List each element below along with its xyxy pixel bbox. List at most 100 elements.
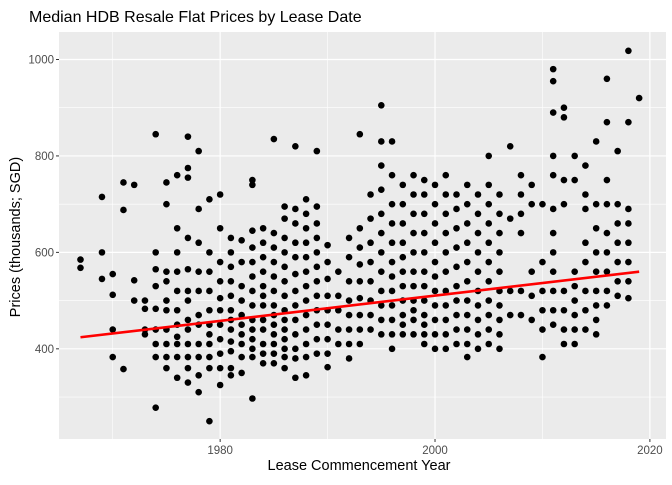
data-point (173, 268, 181, 275)
data-point (345, 278, 353, 285)
data-point (378, 138, 385, 145)
data-point (195, 388, 202, 396)
data-point (270, 359, 278, 367)
data-point (130, 181, 138, 189)
data-point (474, 210, 482, 218)
data-point (345, 297, 353, 304)
data-point (442, 191, 450, 198)
data-point (539, 326, 546, 333)
data-point (603, 268, 611, 275)
y-tick-label: 800 (35, 151, 54, 163)
data-point (367, 239, 374, 247)
data-point (388, 345, 396, 353)
data-point (614, 200, 621, 208)
data-point (549, 287, 557, 295)
data-point (206, 417, 213, 425)
data-point (592, 200, 600, 208)
data-point (281, 292, 288, 300)
data-point (356, 224, 364, 232)
data-point (517, 287, 525, 295)
data-point (442, 287, 450, 295)
data-point (335, 326, 342, 333)
data-point (539, 200, 546, 208)
data-point (474, 331, 482, 338)
data-point (582, 239, 589, 247)
data-point (474, 302, 482, 309)
data-point (281, 316, 288, 324)
data-point (549, 268, 557, 275)
data-point (335, 340, 342, 348)
data-point (141, 297, 149, 304)
data-point (388, 239, 396, 247)
data-point (238, 321, 245, 329)
data-point (496, 316, 503, 324)
data-point (238, 258, 245, 266)
data-point (302, 340, 310, 348)
data-point (549, 306, 557, 314)
data-point (281, 234, 288, 242)
data-point (163, 179, 170, 186)
data-point (249, 326, 256, 333)
data-point (281, 364, 288, 372)
data-point (227, 338, 235, 345)
data-point (345, 234, 353, 242)
data-point (259, 350, 267, 357)
data-point (292, 253, 299, 261)
data-point (474, 316, 482, 324)
data-point (485, 311, 493, 319)
data-point (410, 306, 417, 314)
data-point (592, 331, 600, 338)
data-point (184, 316, 192, 324)
data-point (378, 186, 385, 193)
data-point (528, 316, 536, 324)
data-point (324, 321, 331, 329)
data-point (517, 171, 525, 179)
data-point (431, 200, 439, 208)
data-point (281, 345, 288, 353)
data-point (420, 282, 428, 290)
data-point (238, 237, 245, 244)
data-point (270, 229, 278, 237)
data-point (152, 130, 159, 138)
data-point (463, 258, 471, 266)
data-point (378, 101, 385, 109)
data-point (356, 294, 364, 302)
data-point (603, 75, 611, 83)
data-point (442, 316, 450, 324)
data-point (560, 326, 568, 333)
chart-title: Median HDB Resale Flat Prices by Lease D… (29, 9, 362, 26)
data-point (152, 305, 159, 313)
data-point (292, 374, 299, 382)
data-point (163, 306, 170, 314)
data-point (270, 287, 278, 295)
data-point (206, 364, 213, 372)
data-point (431, 316, 439, 324)
data-point (560, 200, 568, 208)
data-point (410, 229, 417, 237)
data-point (313, 147, 321, 155)
data-point (281, 249, 288, 256)
data-point (184, 340, 192, 348)
data-point (270, 244, 278, 251)
data-point (485, 258, 493, 266)
data-point (249, 395, 256, 402)
data-point (281, 203, 288, 210)
data-point (539, 353, 546, 361)
data-point (184, 174, 192, 181)
data-point (410, 191, 417, 198)
data-point (592, 138, 600, 145)
data-point (571, 152, 578, 160)
data-point (259, 326, 267, 333)
data-point (378, 249, 385, 256)
data-point (549, 65, 557, 73)
data-point (249, 335, 256, 343)
data-point (603, 176, 611, 184)
data-points (77, 47, 643, 425)
data-point (431, 331, 439, 338)
data-point (227, 263, 235, 271)
data-point (173, 306, 181, 314)
data-point (431, 273, 439, 280)
data-point (292, 287, 299, 295)
data-point (485, 181, 493, 189)
y-tick-label: 600 (35, 247, 54, 259)
